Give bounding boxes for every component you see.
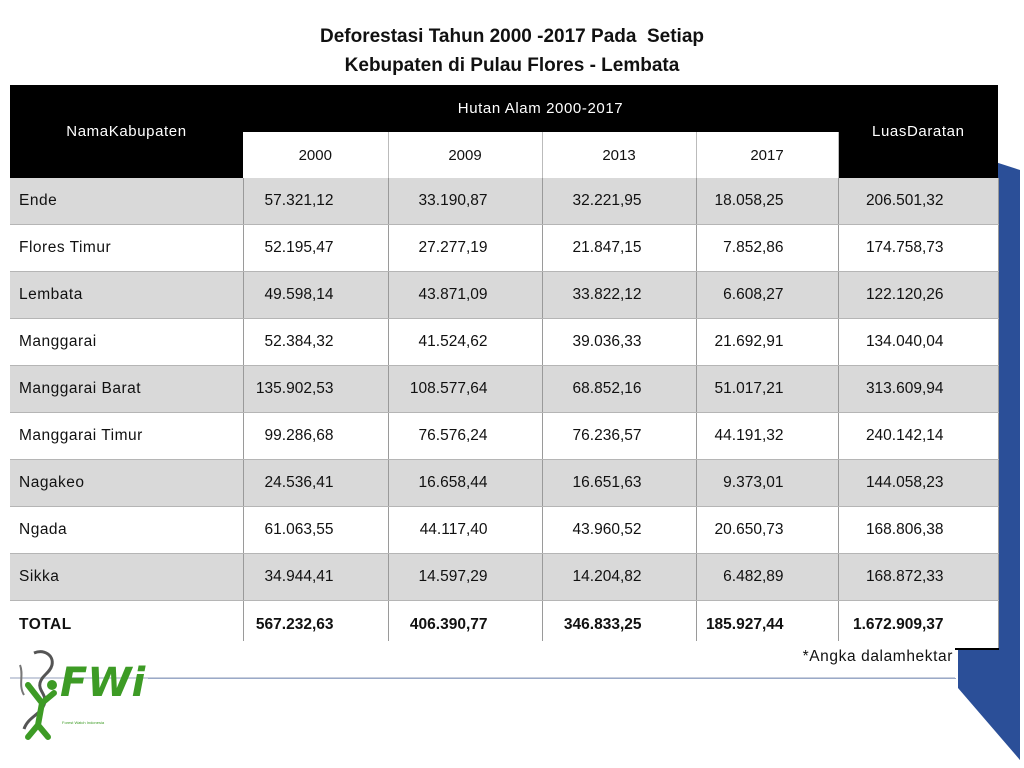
regency-name: Ngada <box>10 506 244 554</box>
forest-value-cell: 33.190,87 <box>388 178 543 225</box>
land-area-cell: 313.609,94 <box>838 365 999 413</box>
total-row: TOTAL 567.232,63 406.390,77 346.833,25 185.9… <box>10 600 999 650</box>
forest-value-cell: 44.117,40 <box>388 506 543 554</box>
forest-value-cell: 135.902,53 <box>243 365 389 413</box>
unit-note: *Angka dalamhektar <box>802 648 953 665</box>
header-year: 2009 <box>388 132 543 178</box>
forest-value-cell: 34.944,41 <box>243 553 389 601</box>
forest-value-cell: 49.598,14 <box>243 271 389 319</box>
regency-name: Lembata <box>10 271 244 319</box>
header-year: 2000 <box>243 132 389 178</box>
land-area-cell: 168.806,38 <box>838 506 999 554</box>
forest-value-cell: 33.822,12 <box>542 271 697 319</box>
forest-value-cell: 108.577,64 <box>388 365 543 413</box>
land-area-cell: 134.040,04 <box>838 318 999 366</box>
forest-value-cell: 39.036,33 <box>542 318 697 366</box>
land-area-cell: 122.120,26 <box>838 271 999 319</box>
forest-value-cell: 21.692,91 <box>696 318 839 366</box>
forest-value-cell: 52.195,47 <box>243 224 389 272</box>
header-group: Hutan Alam 2000-2017 <box>243 85 839 132</box>
table-row: Lembata 49.598,14 43.871,09 33.822,12 6.608,… <box>10 271 999 319</box>
forest-value-cell: 21.847,15 <box>542 224 697 272</box>
forest-value-cell: 52.384,32 <box>243 318 389 366</box>
table-row: Flores Timur 52.195,47 27.277,19 21.847,15 7… <box>10 224 999 272</box>
logo-text: FWi <box>60 660 146 706</box>
title-line-2: Kebupaten di Pulau Flores - Lembata <box>344 55 680 76</box>
table-row: Nagakeo 24.536,41 16.658,44 16.651,63 9.373,… <box>10 459 999 507</box>
deforestation-table: NamaKabupaten Hutan Alam 2000-2017 LuasD… <box>10 85 999 650</box>
regency-name: Ende <box>10 178 244 225</box>
regency-name: Manggarai <box>10 318 244 366</box>
land-area-cell: 168.872,33 <box>838 553 999 601</box>
divider-line <box>148 678 956 679</box>
forest-value-cell: 76.236,57 <box>542 412 697 460</box>
table-row: Manggarai Barat 135.902,53 108.577,64 68.85… <box>10 365 999 413</box>
forest-value-cell: 14.597,29 <box>388 553 543 601</box>
forest-value-cell: 68.852,16 <box>542 365 697 413</box>
forest-value-cell: 44.191,32 <box>696 412 839 460</box>
forest-value-cell: 61.063,55 <box>243 506 389 554</box>
regency-name: Manggarai Timur <box>10 412 244 460</box>
land-area-cell: 206.501,32 <box>838 178 999 225</box>
forest-value-cell: 16.651,63 <box>542 459 697 507</box>
forest-value-cell: 7.852,86 <box>696 224 839 272</box>
regency-name: Sikka <box>10 553 244 601</box>
regency-name: Flores Timur <box>10 224 244 272</box>
decorative-blue-panel-bottom <box>958 640 1020 760</box>
table-body: Ende 57.321,12 33.190,87 32.221,95 18.058,25… <box>10 178 999 650</box>
forest-value-cell: 51.017,21 <box>696 365 839 413</box>
forest-value-cell: 24.536,41 <box>243 459 389 507</box>
header-name: NamaKabupaten <box>10 85 243 178</box>
fwi-logo <box>14 645 144 745</box>
forest-value-cell: 32.221,95 <box>542 178 697 225</box>
forest-value-cell: 41.524,62 <box>388 318 543 366</box>
table-row: Ngada 61.063,55 44.117,40 43.960,52 20.650,7… <box>10 506 999 554</box>
forest-value-cell: 14.204,82 <box>542 553 697 601</box>
forest-value-cell: 20.650,73 <box>696 506 839 554</box>
regency-name: Manggarai Barat <box>10 365 244 413</box>
table-row: Ende 57.321,12 33.190,87 32.221,95 18.058,25… <box>10 178 999 225</box>
logo-figure-icon <box>19 650 57 740</box>
forest-value-cell: 43.960,52 <box>542 506 697 554</box>
forest-value-cell: 99.286,68 <box>243 412 389 460</box>
regency-name: Nagakeo <box>10 459 244 507</box>
forest-value-cell: 43.871,09 <box>388 271 543 319</box>
forest-value-cell: 6.482,89 <box>696 553 839 601</box>
forest-value-cell: 27.277,19 <box>388 224 543 272</box>
forest-value-cell: 9.373,01 <box>696 459 839 507</box>
header-area: LuasDaratan <box>838 85 999 178</box>
forest-value-cell: 16.658,44 <box>388 459 543 507</box>
forest-value-cell: 6.608,27 <box>696 271 839 319</box>
logo-subtitle: Forest Watch Indonesia <box>62 720 105 725</box>
land-area-cell: 144.058,23 <box>838 459 999 507</box>
forest-value-cell: 18.058,25 <box>696 178 839 225</box>
header-year: 2013 <box>542 132 697 178</box>
forest-value-cell: 567.232,63 <box>243 600 389 650</box>
title-line-1: Deforestasi Tahun 2000 -2017 Pada Setiap <box>319 26 705 47</box>
header-year: 2017 <box>696 132 839 178</box>
land-area-cell: 240.142,14 <box>838 412 999 460</box>
forest-value-cell: 76.576,24 <box>388 412 543 460</box>
table-row: Manggarai 52.384,32 41.524,62 39.036,33 21.6… <box>10 318 999 366</box>
forest-value-cell: 57.321,12 <box>243 178 389 225</box>
table-row: Sikka 34.944,41 14.597,29 14.204,82 6.482,89… <box>10 553 999 601</box>
land-area-cell: 174.758,73 <box>838 224 999 272</box>
data-table: NamaKabupaten Hutan Alam 2000-2017 LuasD… <box>10 85 999 650</box>
note-bar: *Angka dalamhektar <box>10 641 955 679</box>
table-row: Manggarai Timur 99.286,68 76.576,24 76.236,… <box>10 412 999 460</box>
table-title: Deforestasi Tahun 2000 -2017 Pada Setiap… <box>0 22 1024 80</box>
